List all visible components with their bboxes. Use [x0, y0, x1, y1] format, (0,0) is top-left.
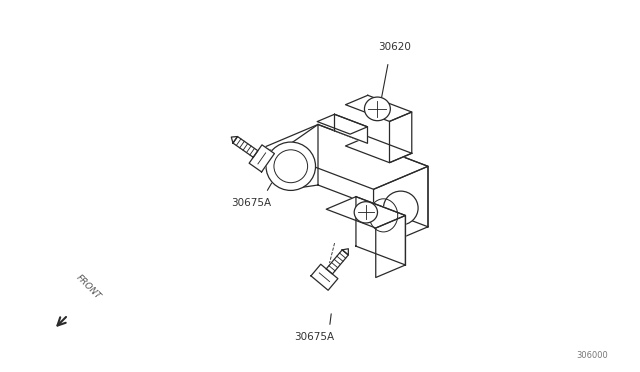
Polygon shape	[356, 197, 406, 265]
Polygon shape	[374, 166, 428, 250]
Polygon shape	[311, 264, 338, 290]
Ellipse shape	[266, 142, 316, 190]
Ellipse shape	[364, 97, 390, 121]
Polygon shape	[317, 114, 367, 134]
Text: 30620: 30620	[378, 42, 412, 52]
Ellipse shape	[383, 191, 418, 225]
Text: 30675A: 30675A	[231, 198, 271, 208]
Polygon shape	[233, 137, 258, 157]
Text: FRONT: FRONT	[74, 273, 102, 301]
Polygon shape	[326, 197, 406, 228]
Polygon shape	[390, 112, 412, 163]
Text: 30675A: 30675A	[294, 332, 335, 342]
Polygon shape	[342, 249, 348, 255]
Text: 306000: 306000	[576, 351, 608, 360]
Polygon shape	[346, 95, 412, 121]
Ellipse shape	[354, 202, 378, 223]
Polygon shape	[264, 125, 428, 189]
Polygon shape	[231, 137, 237, 143]
Polygon shape	[335, 114, 367, 143]
Polygon shape	[318, 125, 428, 227]
Polygon shape	[346, 137, 412, 163]
Polygon shape	[249, 145, 275, 172]
Polygon shape	[326, 250, 348, 274]
Polygon shape	[376, 215, 406, 278]
